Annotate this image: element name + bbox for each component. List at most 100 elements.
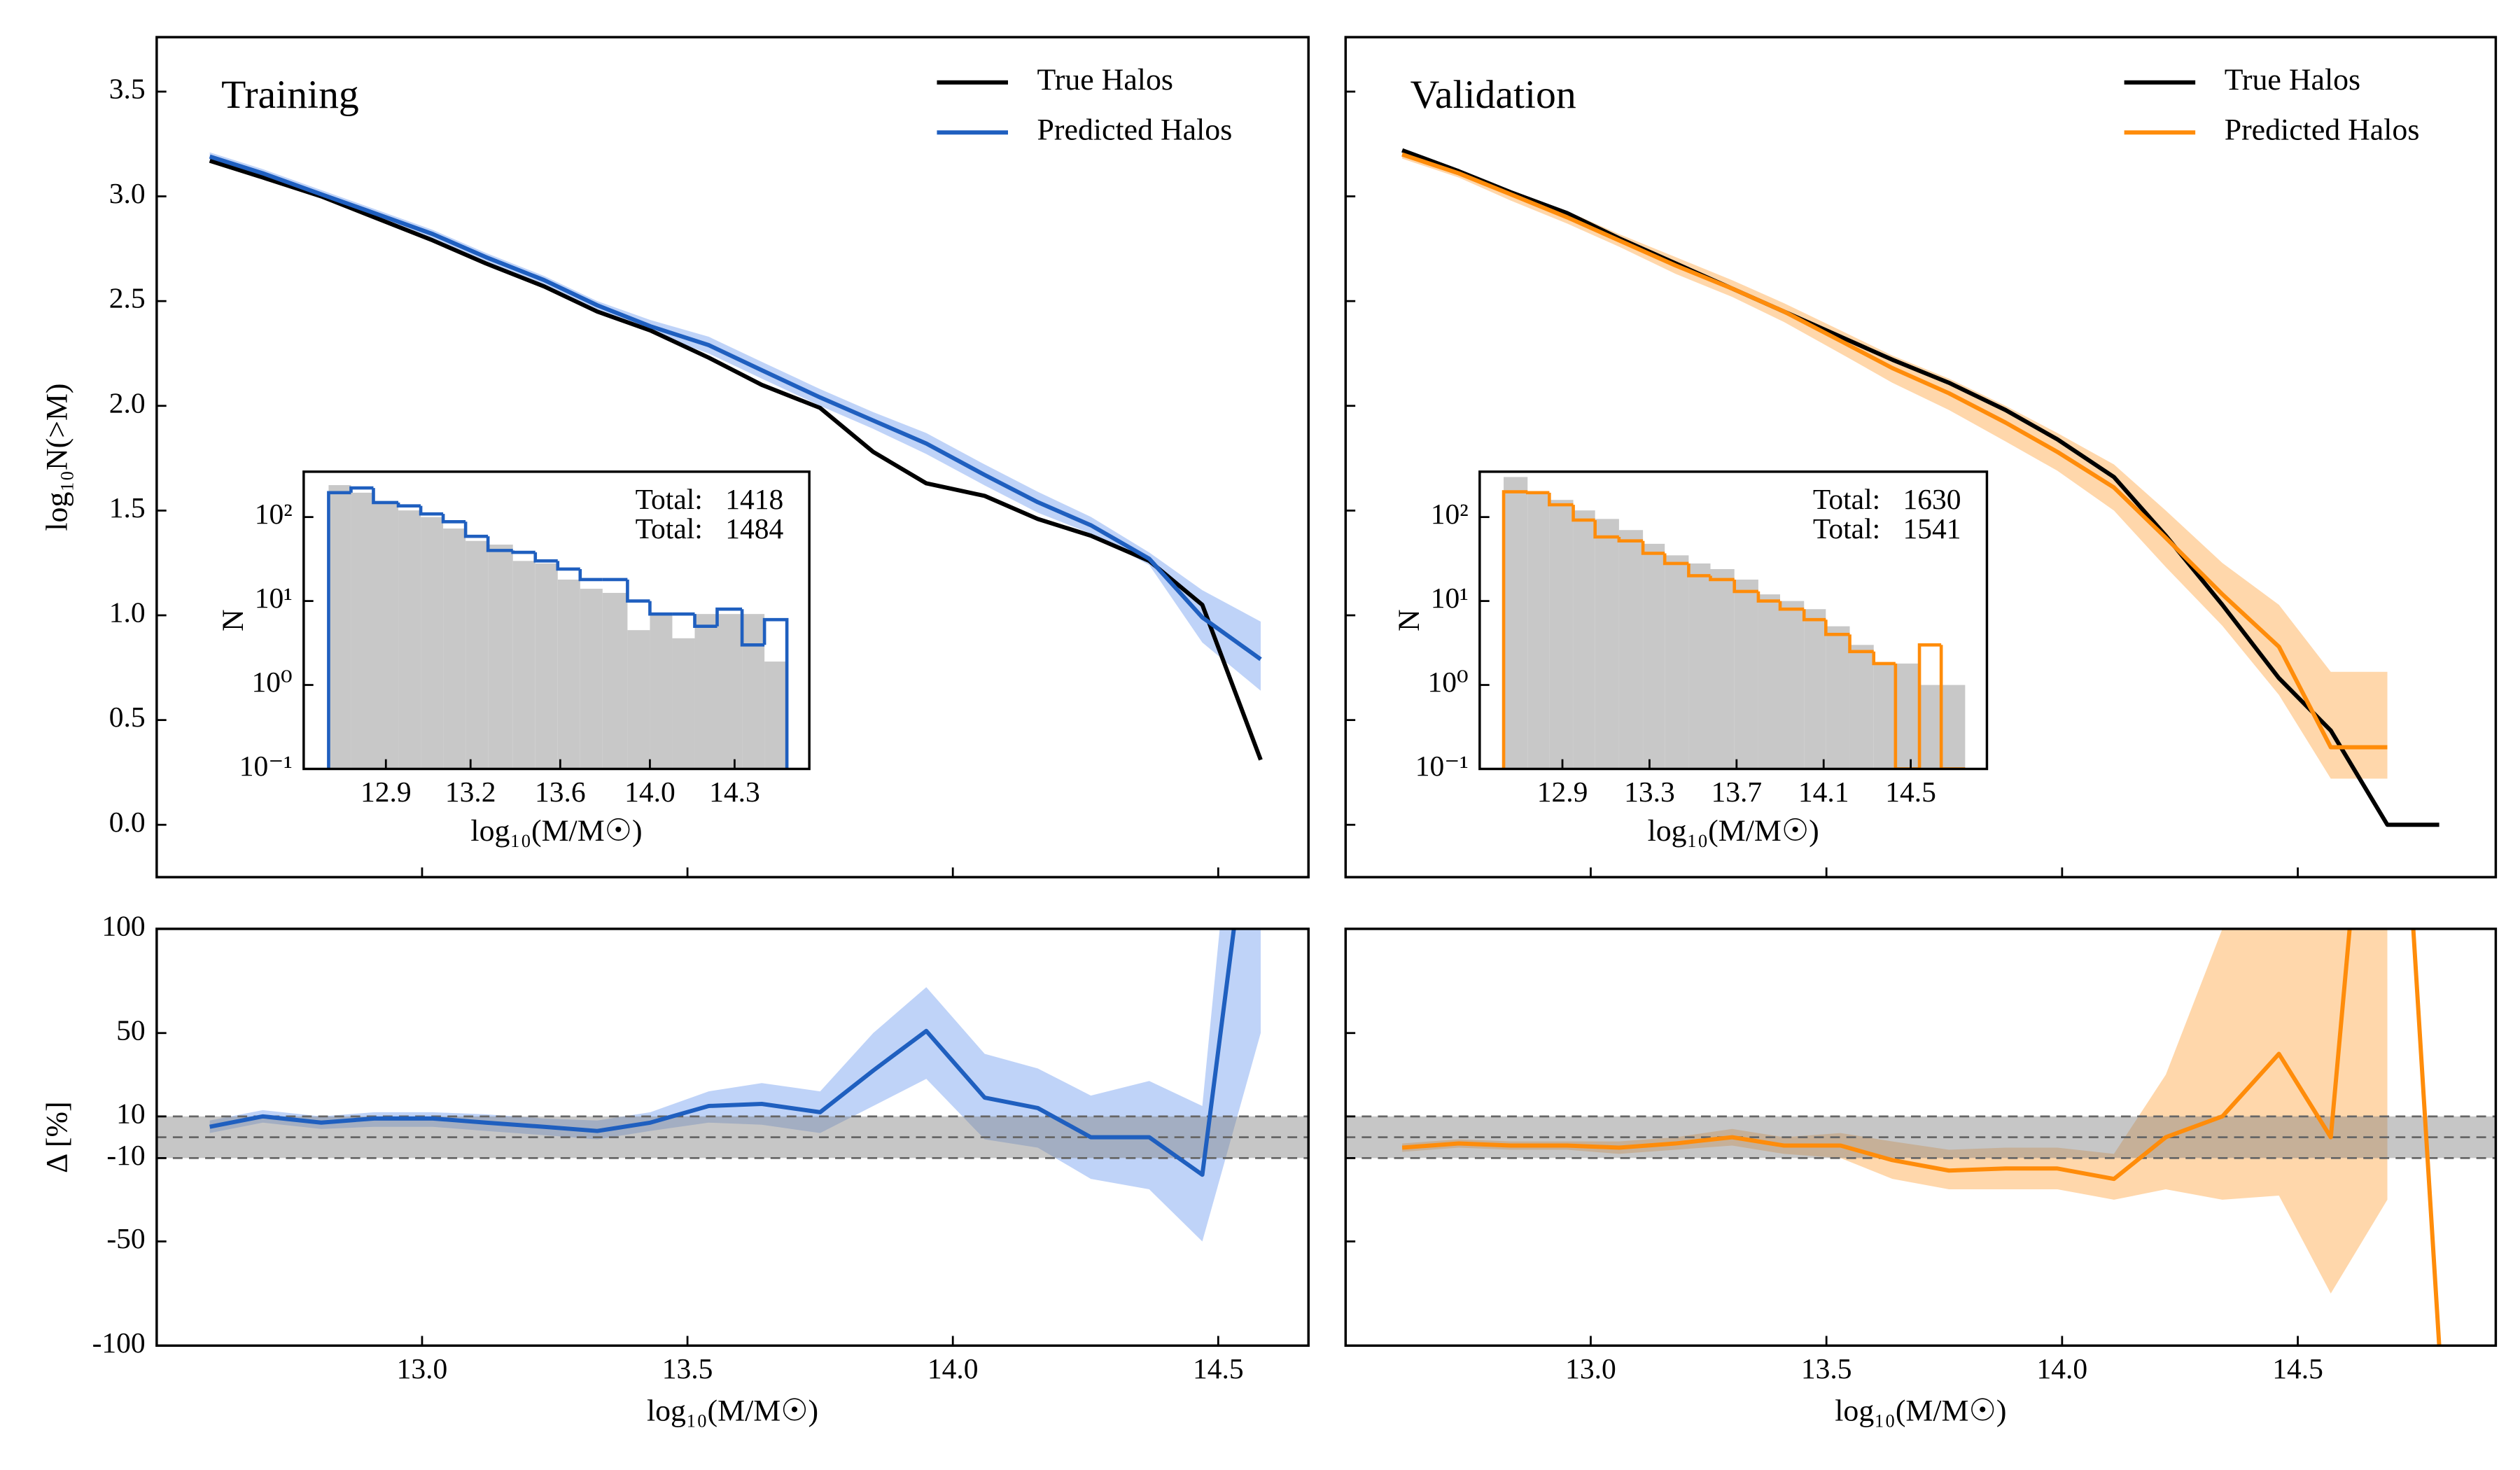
histogram-bar [1780,601,1805,769]
histogram-bar [650,614,673,769]
histogram-bar [421,517,444,769]
y-axis-label: Δ [%] [40,1101,74,1172]
histogram-step [762,617,789,769]
x-tick-label: 14.1 [1798,776,1849,808]
histogram-bar [717,614,743,769]
x-tick-label: 12.9 [1537,776,1588,808]
histogram-bar [443,528,466,769]
histogram-step [1548,492,1574,507]
plot-content [156,928,1309,1242]
y-tick-label: 3.5 [109,72,146,104]
y-tick-label: 10⁻¹ [1415,750,1469,782]
plot-content [1401,148,2440,827]
histogram-bar [328,485,351,769]
histogram-bar [1573,510,1595,769]
axes-frame [1344,927,2498,1348]
histogram-step [1824,620,1850,636]
x-tick-label: 13.5 [662,1352,713,1385]
histogram-step [327,491,351,769]
histogram-step [1593,519,1619,539]
total-value: 1484 [725,512,783,545]
histogram-bar [465,540,489,769]
histogram-step [1502,490,1528,769]
y-axis-label: N [1392,609,1426,631]
histogram-bar [1758,594,1781,769]
histogram-step [1778,601,1805,611]
plot-content [327,485,789,769]
total-value: 1541 [1903,512,1961,545]
x-tick-label: 14.5 [1193,1352,1244,1385]
panel-annotation: Validation [1410,73,1576,117]
histogram-step [419,505,444,516]
y-axis-label: log₁₀N(>M) [40,384,74,531]
histogram-step [578,568,603,582]
histogram-bar [1688,563,1711,769]
axes-frame [1478,470,1989,771]
histogram-bar [1826,626,1850,769]
y-tick-label: 10² [1431,498,1469,530]
total-label: Total: [636,483,703,515]
y-tick-label: 10 [116,1097,146,1129]
histogram-step [1732,579,1758,594]
histogram-bar [488,544,513,769]
histogram-step [1687,563,1711,578]
plot-content [209,152,1263,761]
x-tick-label: 13.2 [445,776,496,808]
total-label: Total: [1813,512,1880,545]
x-tick-label: 14.0 [624,776,676,808]
data-line [1401,152,2388,750]
axes-frame [155,927,1310,1348]
x-tick-label: 14.0 [2037,1352,2088,1385]
histogram-step [441,514,466,524]
histogram-step [740,609,765,647]
histogram-bar [1549,500,1574,769]
histogram-bar [1873,663,1896,769]
axes-frame [302,470,811,771]
histogram-bar [1618,530,1644,769]
axes-frame [1344,36,2498,878]
x-tick-label: 12.9 [360,776,412,808]
histogram-bar [512,561,536,769]
histogram-bar [557,579,580,769]
histogram-bar [627,630,650,769]
histogram-bar [580,589,603,769]
histogram-bar [672,638,695,769]
data-line [209,928,1236,1177]
histogram-step [396,502,421,507]
x-tick-label: 13.7 [1711,776,1762,808]
histogram-bar [694,614,718,769]
histogram-step [486,536,513,552]
legend-label: True Halos [2225,63,2360,97]
histogram-step [1572,505,1595,522]
axes-frame [155,36,1310,878]
y-tick-label: 10² [255,498,293,530]
histogram-bar [1643,543,1665,769]
histogram-step [626,579,650,603]
y-tick-label: 3.0 [109,177,146,209]
histogram-step [1525,491,1550,495]
y-tick-label: 10¹ [1431,582,1469,614]
histogram-step [1917,643,1942,769]
histogram-step [715,607,743,626]
y-tick-label: -10 [106,1139,145,1171]
y-tick-label: 10¹ [255,582,293,614]
histogram-bar [742,614,765,769]
histogram-step [1893,663,1920,769]
histogram-bar [1710,568,1735,769]
x-tick-label: 14.5 [1885,776,1936,808]
histogram-step [1848,634,1874,654]
histogram-bar [1665,555,1689,769]
y-tick-label: 1.5 [109,491,146,524]
total-label: Total: [1813,483,1880,515]
histogram-step [372,488,399,505]
x-tick-label: 13.6 [535,776,586,808]
y-tick-label: 0.5 [109,701,146,733]
total-value: 1418 [725,483,783,515]
histogram-step [1662,553,1689,566]
x-axis-label: log₁₀(M/M☉) [647,1394,818,1427]
histogram-bar [602,592,628,769]
histogram-step [1641,540,1665,555]
histogram-bar [1804,609,1826,769]
y-tick-label: 2.0 [109,386,146,419]
